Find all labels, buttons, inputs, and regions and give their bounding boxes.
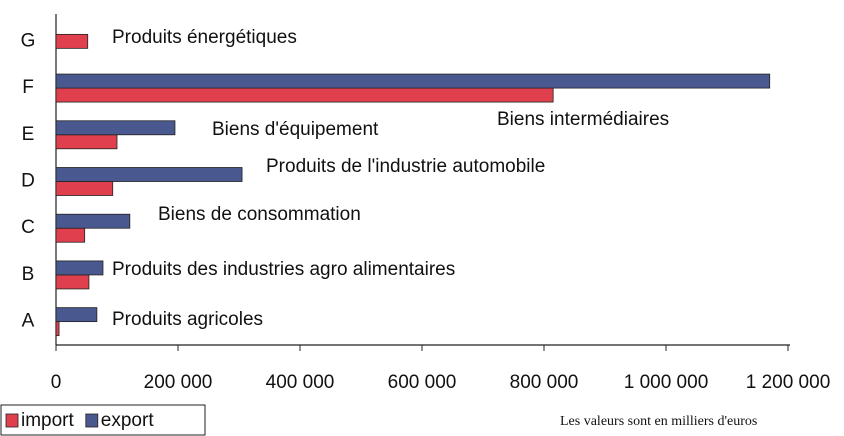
bar [55, 321, 60, 337]
legend-label: import [21, 410, 75, 431]
y-tick-label: G [21, 30, 36, 51]
bar [55, 134, 118, 150]
x-tick-label: 1 200 000 [746, 372, 831, 393]
bar [55, 274, 90, 290]
annotation: Biens de consommation [158, 204, 361, 225]
legend-label: export [101, 410, 155, 431]
annotation: Produits énergétiques [112, 27, 297, 48]
bar [55, 87, 554, 103]
legend-swatch [5, 413, 19, 428]
bar [55, 33, 89, 49]
legend-swatch [85, 413, 99, 428]
y-tick-label: A [22, 311, 35, 332]
annotation: Produits des industries agro alimentaire… [112, 259, 455, 280]
x-tick-label: 1 000 000 [624, 372, 709, 393]
y-tick-label: F [22, 77, 34, 98]
annotation: Biens d'équipement [212, 119, 379, 140]
bar [55, 73, 771, 89]
y-tick-label: C [21, 217, 35, 238]
x-tick-label: 0 [51, 372, 62, 393]
bar [55, 260, 104, 276]
x-tick-label: 800 000 [510, 372, 579, 393]
x-tick-label: 400 000 [266, 372, 335, 393]
annotation: Produits agricoles [112, 309, 263, 330]
bar [55, 227, 86, 243]
legend-box [0, 404, 206, 436]
bar [55, 307, 98, 323]
bar [55, 181, 114, 196]
note: Les valeurs sont en milliers d'euros [560, 414, 757, 429]
y-tick-label: E [22, 124, 35, 145]
y-tick-label: B [22, 264, 35, 285]
annotation: Biens intermédiaires [497, 109, 669, 130]
bar [55, 120, 176, 136]
y-tick-label: D [21, 171, 35, 192]
bar [55, 167, 243, 182]
annotation: Produits de l'industrie automobile [266, 156, 545, 177]
x-tick-label: 200 000 [144, 372, 213, 393]
x-tick-label: 600 000 [388, 372, 457, 393]
bar [55, 213, 131, 229]
